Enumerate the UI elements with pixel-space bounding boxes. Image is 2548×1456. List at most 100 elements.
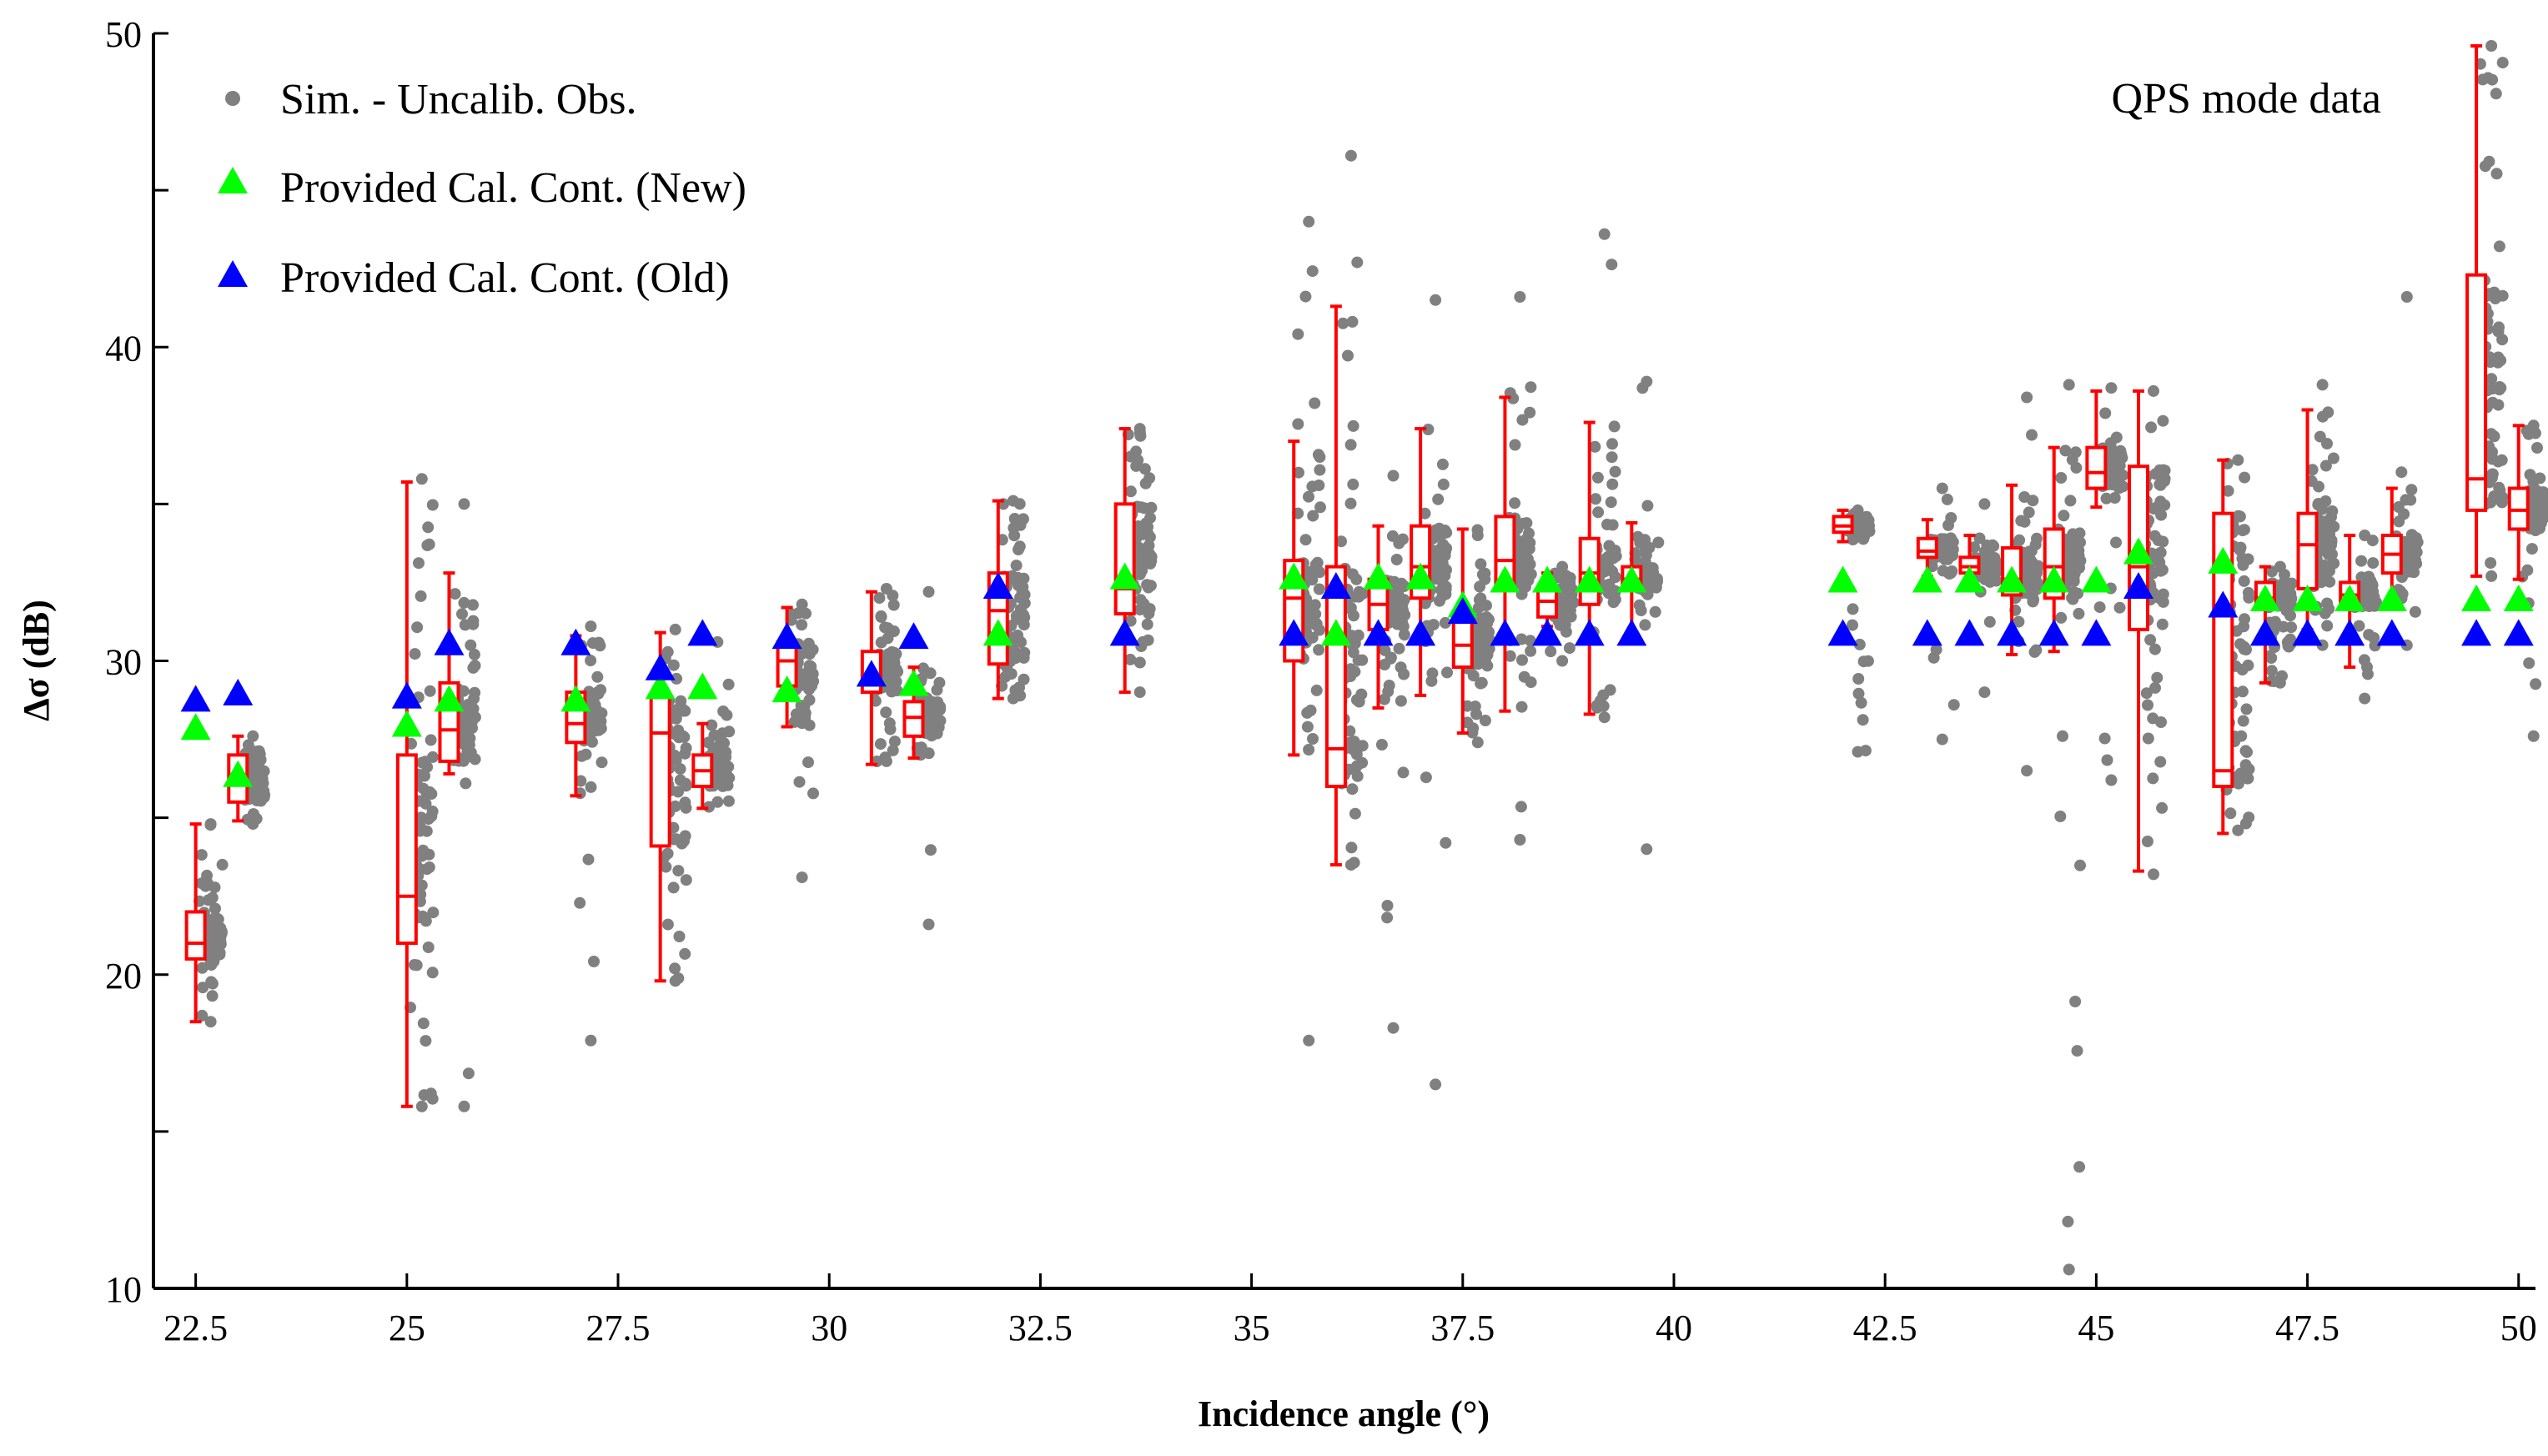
scatter-point: [1314, 501, 1326, 514]
old-cal-marker-48: [2334, 619, 2365, 646]
scatter-point: [1509, 439, 1521, 451]
old-cal-marker-35-5: [1279, 619, 1309, 646]
boxplot-50: [2507, 424, 2530, 581]
scatter-point: [2306, 464, 2319, 476]
scatter-point: [2527, 419, 2540, 432]
scatter-point: [796, 598, 808, 610]
scatter-point: [2525, 543, 2538, 555]
scatter-point: [1124, 485, 1137, 498]
scatter-point: [258, 785, 270, 797]
scatter-point: [2063, 379, 2075, 391]
scatter-point: [2021, 765, 2033, 777]
scatter-point: [1313, 644, 1325, 656]
scatter-point: [2322, 545, 2334, 557]
scatter-point: [1013, 540, 1026, 553]
scatter-point: [2234, 767, 2247, 780]
scatter-point: [2148, 868, 2159, 881]
scatter-point: [2363, 576, 2375, 589]
scatter-point: [1857, 655, 1870, 668]
x-tick-label-27-5: 27.5: [586, 1308, 651, 1348]
scatter-point: [2328, 557, 2340, 570]
old-cal-marker-25-5: [434, 628, 465, 655]
scatter-point: [2105, 774, 2118, 786]
new-cal-marker-38: [1490, 565, 1520, 593]
legend-marker-sim: [225, 91, 240, 106]
new-cal-marker-28-5: [687, 672, 718, 700]
legend: Sim. - Uncalib. Obs. Provided Cal. Cont.…: [218, 76, 746, 302]
boxplot-38: [1494, 395, 1516, 713]
old-cal-marker-43: [1912, 619, 1942, 646]
scatter-point: [1608, 420, 1621, 433]
scatter-point: [2531, 509, 2544, 521]
scatter-point: [1375, 739, 1388, 751]
scatter-point: [419, 756, 431, 768]
scatter-point: [1303, 568, 1315, 580]
scatter-point: [1524, 406, 1536, 419]
scatter-point: [2490, 88, 2502, 100]
scatter-point: [426, 966, 439, 979]
series-old-markers: [180, 571, 2534, 712]
scatter-point: [669, 623, 681, 635]
scatter-point: [2108, 492, 2121, 504]
scatter-point: [1393, 537, 1405, 550]
scatter-point: [2063, 559, 2075, 571]
scatter-point: [1857, 525, 1869, 538]
scatter-point: [214, 948, 226, 961]
scatter-point: [679, 947, 691, 960]
new-cal-marker-32: [983, 619, 1013, 646]
scatter-point: [2284, 595, 2297, 608]
scatter-point: [247, 818, 259, 831]
scatter-point: [802, 637, 815, 650]
scatter-point: [1378, 693, 1390, 705]
scatter-point: [574, 896, 586, 909]
scatter-point: [1504, 650, 1516, 662]
scatter-point: [2073, 1161, 2086, 1173]
scatter-point: [711, 796, 724, 808]
scatter-point: [1337, 317, 1349, 329]
scatter-point: [2110, 536, 2122, 549]
scatter-point: [1852, 673, 1865, 685]
scatter-point: [1927, 651, 1940, 664]
old-cal-marker-36: [1320, 571, 1351, 599]
old-cal-marker-46-5: [2208, 590, 2239, 618]
scatter-point: [2071, 1045, 2083, 1057]
x-tick-label-25: 25: [389, 1308, 425, 1348]
scatter-point: [582, 853, 595, 866]
scatter-point: [1516, 654, 1528, 666]
scatter-point: [415, 473, 428, 485]
scatter-point: [424, 685, 436, 697]
scatter-point: [1344, 497, 1357, 510]
scatter-point: [1135, 501, 1148, 514]
scatter-point: [1598, 228, 1611, 240]
scatter-point: [1348, 610, 1359, 622]
scatter-point: [669, 975, 681, 987]
y-tick-label-30: 30: [105, 642, 142, 683]
scatter-point: [2142, 732, 2154, 745]
scatter-point: [1480, 600, 1492, 612]
scatter-point: [214, 938, 227, 951]
scatter-point: [2409, 555, 2420, 568]
scatter-point: [1396, 598, 1409, 610]
scatter-point: [2236, 525, 2249, 537]
scatter-point: [2285, 621, 2298, 634]
scatter-point: [420, 1035, 432, 1047]
scatter-point: [2157, 595, 2169, 608]
boxplot-45: [2085, 389, 2108, 510]
scatter-point: [415, 590, 427, 602]
scatter-point: [1307, 607, 1319, 620]
scatter-point: [1301, 706, 1314, 719]
scatter-point: [2321, 438, 2333, 449]
scatter-point: [2030, 583, 2043, 595]
scatter-point: [887, 744, 899, 756]
scatter-point: [1133, 656, 1146, 669]
scatter-point: [1554, 619, 1566, 631]
scatter-point: [1137, 528, 1149, 540]
scatter-point: [1598, 711, 1611, 724]
scatter-point: [425, 810, 438, 822]
scatter-point: [2074, 536, 2086, 549]
scatter-point: [2113, 459, 2126, 472]
scatter-point: [2054, 811, 2067, 822]
scatter-point: [1563, 642, 1576, 655]
scatter-point: [2144, 634, 2157, 646]
scatter-point: [209, 911, 222, 924]
